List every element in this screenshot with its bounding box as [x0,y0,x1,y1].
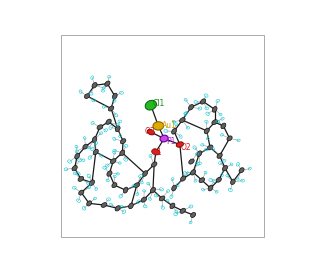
Ellipse shape [191,213,196,218]
Ellipse shape [207,145,213,150]
Ellipse shape [72,165,77,171]
Ellipse shape [78,176,84,181]
Ellipse shape [179,118,185,123]
Ellipse shape [208,185,213,191]
Text: P1: P1 [166,137,176,146]
Ellipse shape [110,159,116,164]
Ellipse shape [107,171,112,176]
Ellipse shape [170,203,175,209]
Ellipse shape [212,120,217,125]
Ellipse shape [87,201,92,206]
Ellipse shape [150,187,155,193]
Text: O1: O1 [151,148,162,157]
Ellipse shape [172,185,177,191]
Ellipse shape [108,106,114,111]
Ellipse shape [120,150,125,156]
Ellipse shape [106,119,111,124]
Ellipse shape [129,203,133,209]
Ellipse shape [176,142,184,147]
Text: O3: O3 [145,127,155,136]
Ellipse shape [105,81,110,86]
Ellipse shape [143,171,147,176]
Ellipse shape [180,208,185,213]
Ellipse shape [227,136,232,141]
Ellipse shape [113,93,117,99]
Ellipse shape [83,144,88,149]
Ellipse shape [112,183,117,188]
Text: O2: O2 [180,143,191,152]
Text: Au1: Au1 [162,121,177,130]
Ellipse shape [115,206,120,211]
Ellipse shape [123,187,128,193]
Ellipse shape [84,94,90,98]
Ellipse shape [189,159,194,164]
Ellipse shape [197,151,202,157]
Ellipse shape [92,83,97,88]
Ellipse shape [134,183,140,187]
Ellipse shape [217,153,222,158]
Ellipse shape [212,107,217,112]
Ellipse shape [181,176,186,181]
Ellipse shape [147,129,154,135]
Ellipse shape [171,129,177,134]
Ellipse shape [153,122,164,130]
Ellipse shape [160,135,168,142]
Ellipse shape [159,196,165,201]
Ellipse shape [223,165,228,171]
Ellipse shape [152,162,157,167]
Ellipse shape [199,178,205,183]
Ellipse shape [101,203,107,207]
Ellipse shape [200,99,206,104]
Ellipse shape [189,105,194,110]
Ellipse shape [92,137,97,143]
Ellipse shape [230,179,235,185]
Ellipse shape [191,169,196,175]
Ellipse shape [97,125,103,129]
Ellipse shape [79,190,84,195]
Ellipse shape [221,123,226,129]
Ellipse shape [120,139,126,144]
Text: Cl1: Cl1 [153,99,165,108]
Ellipse shape [216,177,221,182]
Ellipse shape [90,180,94,185]
Ellipse shape [152,149,160,155]
Ellipse shape [75,153,80,159]
Ellipse shape [93,149,98,155]
Ellipse shape [239,168,244,173]
Ellipse shape [141,197,146,202]
Ellipse shape [115,126,120,132]
Ellipse shape [204,128,209,134]
Ellipse shape [145,100,157,110]
